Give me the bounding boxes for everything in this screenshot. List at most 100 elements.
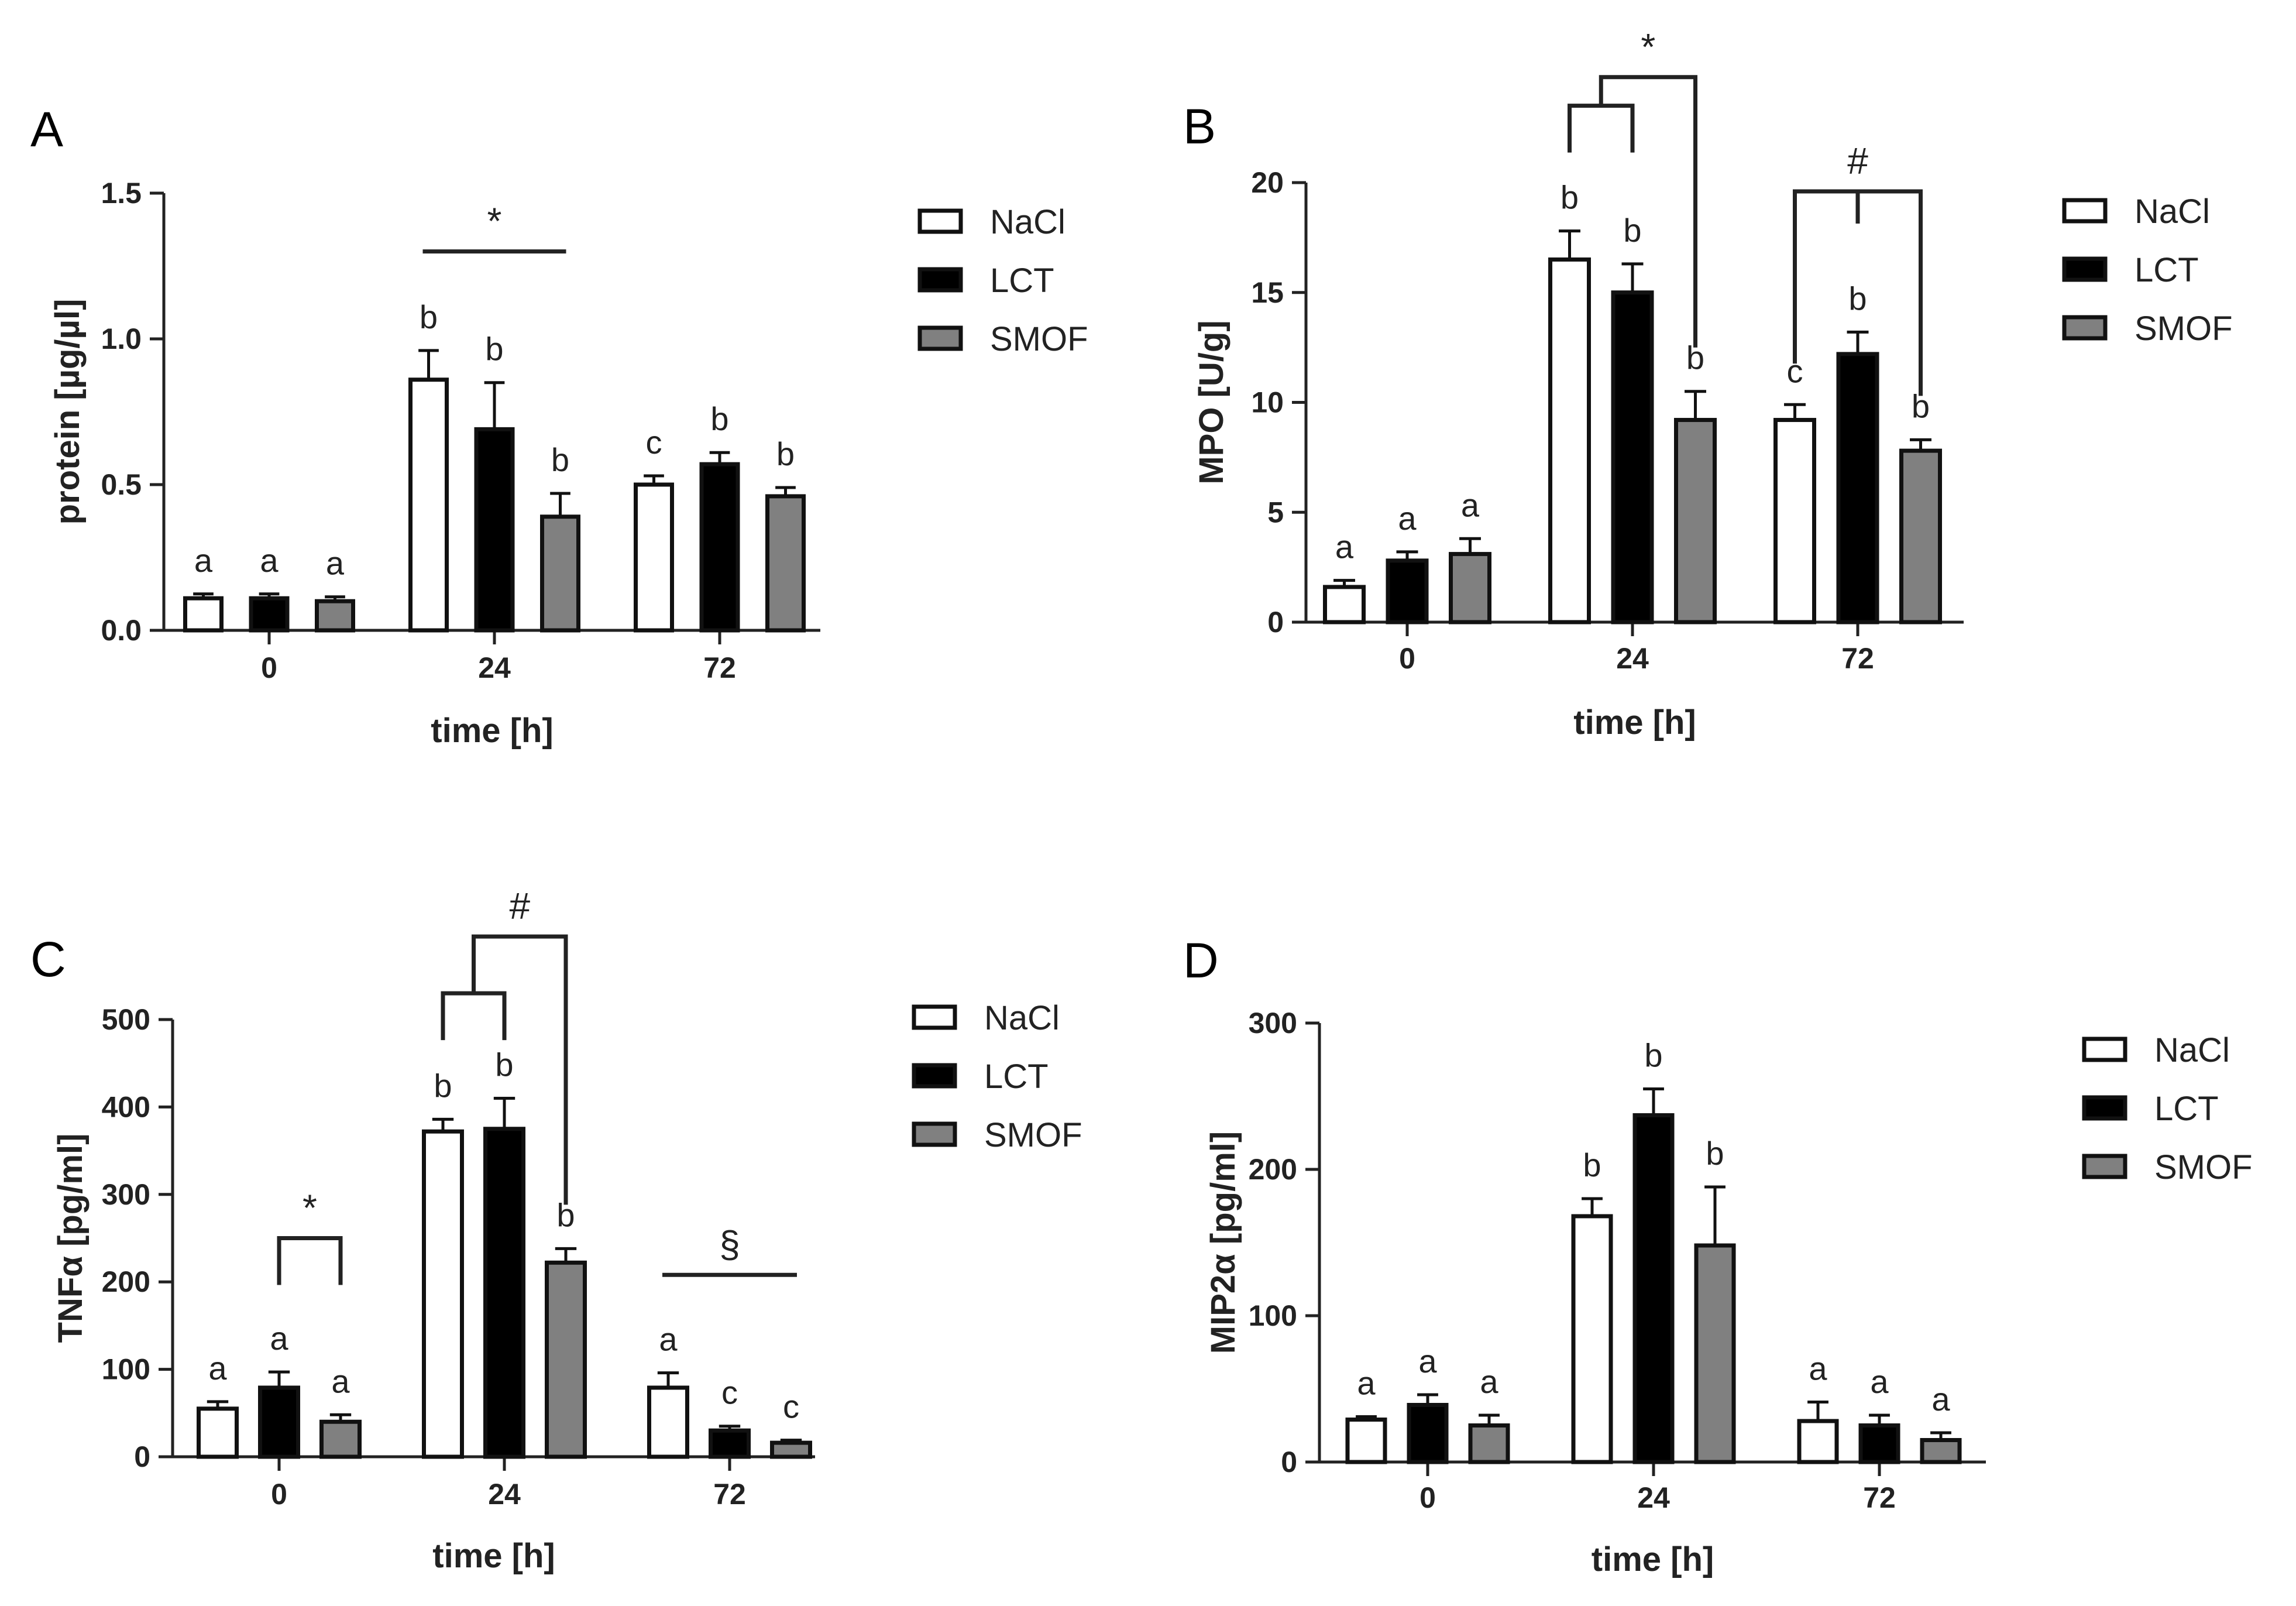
legend-label: SMOF bbox=[2135, 310, 2233, 348]
bar-nacl bbox=[197, 1406, 239, 1459]
bar-lct bbox=[1858, 1423, 1900, 1464]
x-tick-label: 0 bbox=[261, 651, 277, 684]
bar-smof bbox=[545, 1260, 587, 1459]
bar-nacl bbox=[1773, 418, 1816, 624]
bar-nacl bbox=[1323, 585, 1366, 624]
y-tick-label: 0.0 bbox=[101, 614, 142, 647]
x-tick-label: 24 bbox=[1616, 642, 1649, 675]
bar-nacl bbox=[422, 1129, 464, 1459]
panel-c: C 0 100 200 300 400 500 TNFα [pg/ml] 0 24 72 time [… bbox=[30, 885, 1082, 1575]
y-axis-title: MIP2α [pg/ml] bbox=[1204, 1131, 1242, 1354]
x-tick-label: 72 bbox=[713, 1478, 746, 1511]
legend-swatch-lct bbox=[912, 1063, 957, 1089]
significance-letter: b bbox=[1561, 179, 1579, 216]
x-tick-label: 0 bbox=[1419, 1481, 1436, 1514]
panel-letter: B bbox=[1183, 99, 1216, 154]
bar-lct bbox=[1386, 558, 1429, 624]
significance-letter: b bbox=[1583, 1147, 1601, 1183]
x-tick-label: 0 bbox=[271, 1478, 287, 1511]
bar-smof bbox=[315, 599, 355, 633]
y-tick-label: 0.5 bbox=[101, 468, 142, 501]
y-tick-label: 500 bbox=[102, 1003, 150, 1036]
significance-letter: a bbox=[260, 542, 279, 579]
significance-letter: a bbox=[1461, 486, 1480, 523]
significance-letter: c bbox=[783, 1388, 799, 1425]
bar-smof bbox=[1899, 448, 1942, 624]
significance-letter: a bbox=[1357, 1365, 1376, 1402]
y-tick-label: 300 bbox=[102, 1178, 150, 1211]
significance-letter: a bbox=[659, 1321, 678, 1358]
legend-label: SMOF bbox=[2154, 1148, 2253, 1186]
y-tick-label: 20 bbox=[1251, 166, 1284, 199]
legend-swatch-nacl bbox=[912, 1004, 957, 1030]
legend-label: NaCl bbox=[990, 203, 1065, 241]
y-tick-label: 100 bbox=[1249, 1299, 1297, 1332]
y-tick-label: 5 bbox=[1267, 496, 1284, 529]
significance-letter: a bbox=[1418, 1343, 1437, 1379]
significance-letter: a bbox=[326, 545, 345, 582]
bar-nacl bbox=[408, 378, 449, 633]
y-axis-title: protein [µg/µl] bbox=[49, 299, 87, 525]
x-axis-title: time [h] bbox=[1592, 1540, 1714, 1578]
panel-a: A 0.0 0.5 1.0 1.5 protein [µg/µl] 0 24 72 time [h… bbox=[30, 102, 1088, 750]
significance-letter: a bbox=[1931, 1381, 1950, 1418]
significance-letter: b bbox=[434, 1067, 452, 1104]
bar-lct bbox=[249, 596, 290, 633]
bar-smof bbox=[770, 1440, 812, 1459]
significance-letter: a bbox=[331, 1363, 350, 1399]
legend-label: LCT bbox=[984, 1058, 1049, 1096]
legend-label: LCT bbox=[2135, 251, 2199, 289]
legend-label: LCT bbox=[990, 262, 1054, 300]
significance-letter: b bbox=[710, 400, 728, 437]
significance-bracket-inner bbox=[441, 991, 507, 1041]
legend-label: NaCl bbox=[984, 999, 1060, 1037]
x-tick-label: 24 bbox=[488, 1478, 521, 1511]
significance-symbol: § bbox=[719, 1223, 740, 1265]
significance-letter: b bbox=[485, 331, 503, 368]
panel-letter: A bbox=[30, 102, 63, 157]
legend-label: SMOF bbox=[990, 320, 1088, 358]
y-tick-label: 200 bbox=[1249, 1153, 1297, 1186]
significance-symbol: * bbox=[487, 200, 502, 242]
significance-bracket-outer bbox=[1599, 75, 1697, 348]
bar-lct bbox=[1836, 352, 1879, 624]
legend-swatch-smof bbox=[917, 325, 963, 351]
y-tick-label: 300 bbox=[1249, 1007, 1297, 1039]
x-tick-label: 72 bbox=[1863, 1481, 1896, 1514]
panel-d: D 0 100 200 300 MIP2α [pg/ml] 0 24 72 time [h] a b a… bbox=[1183, 933, 2253, 1578]
x-axis-title: time [h] bbox=[1573, 704, 1696, 742]
bar-smof bbox=[1449, 552, 1491, 624]
bar-lct bbox=[699, 462, 740, 633]
legend-label: LCT bbox=[2154, 1090, 2219, 1128]
panel-letter: C bbox=[30, 932, 66, 987]
significance-symbol: # bbox=[509, 885, 530, 927]
bar-nacl bbox=[1571, 1214, 1613, 1464]
y-axis-title: TNFα [pg/ml] bbox=[51, 1134, 90, 1343]
y-tick-label: 200 bbox=[102, 1265, 150, 1298]
bar-lct bbox=[1611, 290, 1654, 624]
legend-swatch-nacl bbox=[917, 208, 963, 234]
bar-nacl bbox=[183, 596, 224, 633]
significance-letter: a bbox=[1480, 1363, 1498, 1400]
bar-lct bbox=[474, 427, 515, 633]
y-tick-label: 15 bbox=[1251, 276, 1284, 309]
significance-bracket-outer bbox=[472, 934, 568, 1205]
significance-letter: b bbox=[495, 1046, 513, 1083]
significance-letter: b bbox=[1644, 1037, 1662, 1074]
bar-smof bbox=[319, 1419, 362, 1459]
x-tick-label: 72 bbox=[703, 651, 736, 684]
y-tick-label: 1.0 bbox=[101, 322, 142, 355]
bar-nacl bbox=[1345, 1418, 1387, 1464]
legend-label: NaCl bbox=[2154, 1031, 2230, 1069]
bar-nacl bbox=[1548, 257, 1591, 624]
bar-nacl bbox=[1797, 1419, 1839, 1464]
bar-smof bbox=[1920, 1438, 1962, 1464]
bar-smof bbox=[1694, 1243, 1736, 1464]
significance-symbol: * bbox=[1641, 26, 1655, 68]
y-tick-label: 0 bbox=[1281, 1446, 1297, 1478]
significance-letter: c bbox=[721, 1374, 738, 1411]
significance-bracket bbox=[277, 1236, 343, 1285]
bar-lct bbox=[1632, 1113, 1675, 1464]
legend-swatch-smof bbox=[2062, 315, 2108, 341]
